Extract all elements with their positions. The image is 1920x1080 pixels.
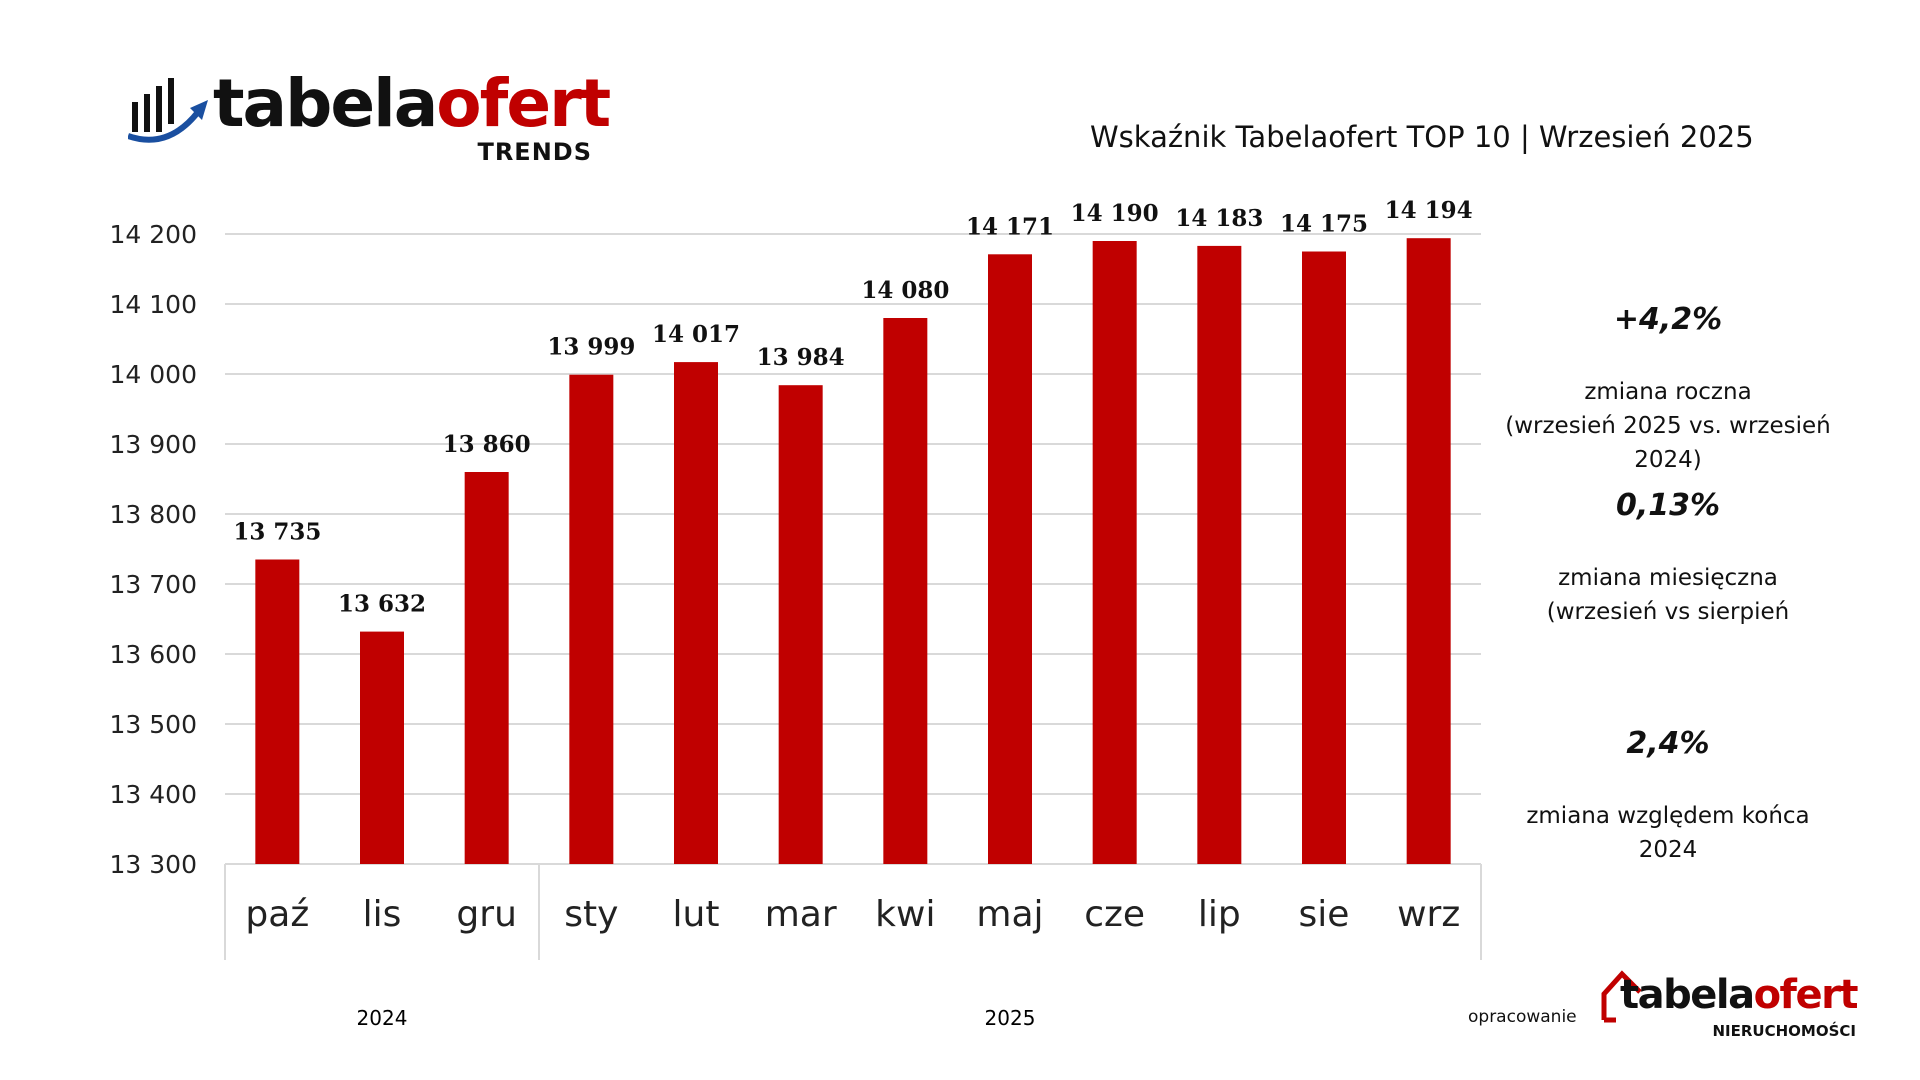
stat-label: (wrzesień 2025 vs. wrzesień <box>1505 413 1831 439</box>
x-tick-label: wrz <box>1397 894 1460 935</box>
stat-label: zmiana względem końca <box>1526 803 1810 829</box>
y-tick-label: 13 900 <box>110 430 197 459</box>
bar-lip <box>1197 245 1242 864</box>
x-tick-label: sie <box>1299 894 1350 935</box>
bar-gru <box>464 472 509 864</box>
stat-value: +4,2% <box>1613 302 1723 337</box>
data-label: 14 017 <box>652 321 740 348</box>
tabelaofert-trends-logo: tabelaofert TRENDS <box>128 65 611 172</box>
y-tick-label: 13 300 <box>110 850 197 879</box>
bar-lis <box>360 631 404 864</box>
y-tick-label: 14 000 <box>110 360 197 389</box>
stat-label: 2024) <box>1634 447 1702 473</box>
data-label: 14 080 <box>861 277 949 304</box>
stat-label: 2024 <box>1638 837 1698 863</box>
y-tick-label: 13 500 <box>110 710 197 739</box>
x-tick-label: mar <box>765 894 837 935</box>
logo-text-red: ofert <box>436 65 611 142</box>
tabelaofert-nieruchomosci-logo: tabelaofert NIERUCHOMOŚCI <box>1600 968 1860 1048</box>
bar-sty <box>569 374 614 864</box>
y-tick-label: 14 100 <box>110 290 197 319</box>
group-label-2025: 2025 <box>985 1006 1036 1030</box>
logo-text-black: tabela <box>1620 972 1755 1018</box>
x-tick-label: lip <box>1198 894 1241 935</box>
y-tick-label: 13 700 <box>110 570 197 599</box>
x-tick-label: maj <box>976 894 1043 935</box>
y-tick-label: 13 400 <box>110 780 197 809</box>
data-label: 13 860 <box>443 431 531 458</box>
data-label: 14 175 <box>1280 211 1368 238</box>
logo-wordmark: tabelaofert <box>213 64 611 144</box>
data-label: 13 999 <box>547 334 635 361</box>
x-tick-label: lis <box>363 894 402 935</box>
data-label: 14 194 <box>1385 197 1473 224</box>
logo-wordmark: tabelaofert <box>1620 972 1859 1018</box>
bar-wrz <box>1406 238 1451 864</box>
bar-maj <box>988 254 1032 865</box>
logo-subtitle: TRENDS <box>477 138 592 166</box>
stat-value: 0,13% <box>1615 488 1721 523</box>
stat-monthly-change: 0,13% zmiana miesięczna (wrzesień vs sie… <box>1478 488 1858 629</box>
x-tick-label: cze <box>1084 894 1145 935</box>
chart-arrow-icon <box>128 78 208 143</box>
chart-title: Wskaźnik Tabelaofert TOP 10 | Wrzesień 2… <box>1090 120 1754 154</box>
stat-label: zmiana roczna <box>1584 379 1752 405</box>
data-label: 13 735 <box>233 519 321 546</box>
data-label: 13 632 <box>338 591 426 618</box>
stat-label: (wrzesień vs sierpień <box>1546 599 1790 625</box>
x-tick-label: kwi <box>875 894 935 935</box>
y-tick-label: 14 200 <box>110 220 197 249</box>
credit-label: opracowanie <box>1468 1007 1577 1027</box>
stat-ytd-change: 2,4% zmiana względem końca 2024 <box>1478 726 1858 867</box>
x-tick-label: paź <box>245 894 309 935</box>
stat-label: zmiana miesięczna <box>1558 565 1778 591</box>
group-label-2024: 2024 <box>357 1006 408 1030</box>
y-tick-label: 13 600 <box>110 640 197 669</box>
bar-lut <box>674 362 718 864</box>
stat-value: 2,4% <box>1626 726 1710 761</box>
stat-annual-change: +4,2% zmiana roczna (wrzesień 2025 vs. w… <box>1478 302 1858 477</box>
bar-cze <box>1092 241 1137 864</box>
data-label: 14 190 <box>1071 200 1159 227</box>
bar-paź <box>255 559 300 864</box>
x-tick-label: sty <box>564 894 618 935</box>
bar-sie <box>1302 251 1346 864</box>
x-tick-label: gru <box>456 894 516 935</box>
data-label: 14 171 <box>966 213 1054 240</box>
x-tick-label: lut <box>673 894 720 935</box>
bar-mar <box>778 385 823 864</box>
data-label: 13 984 <box>757 344 845 371</box>
logo-subtitle: NIERUCHOMOŚCI <box>1712 1022 1857 1040</box>
bar-kwi <box>883 318 928 864</box>
logo-text-red: ofert <box>1753 972 1859 1018</box>
data-label: 14 183 <box>1175 205 1263 232</box>
logo-text-black: tabela <box>213 65 438 142</box>
house-icon <box>1601 970 1642 1023</box>
y-tick-label: 13 800 <box>110 500 197 529</box>
